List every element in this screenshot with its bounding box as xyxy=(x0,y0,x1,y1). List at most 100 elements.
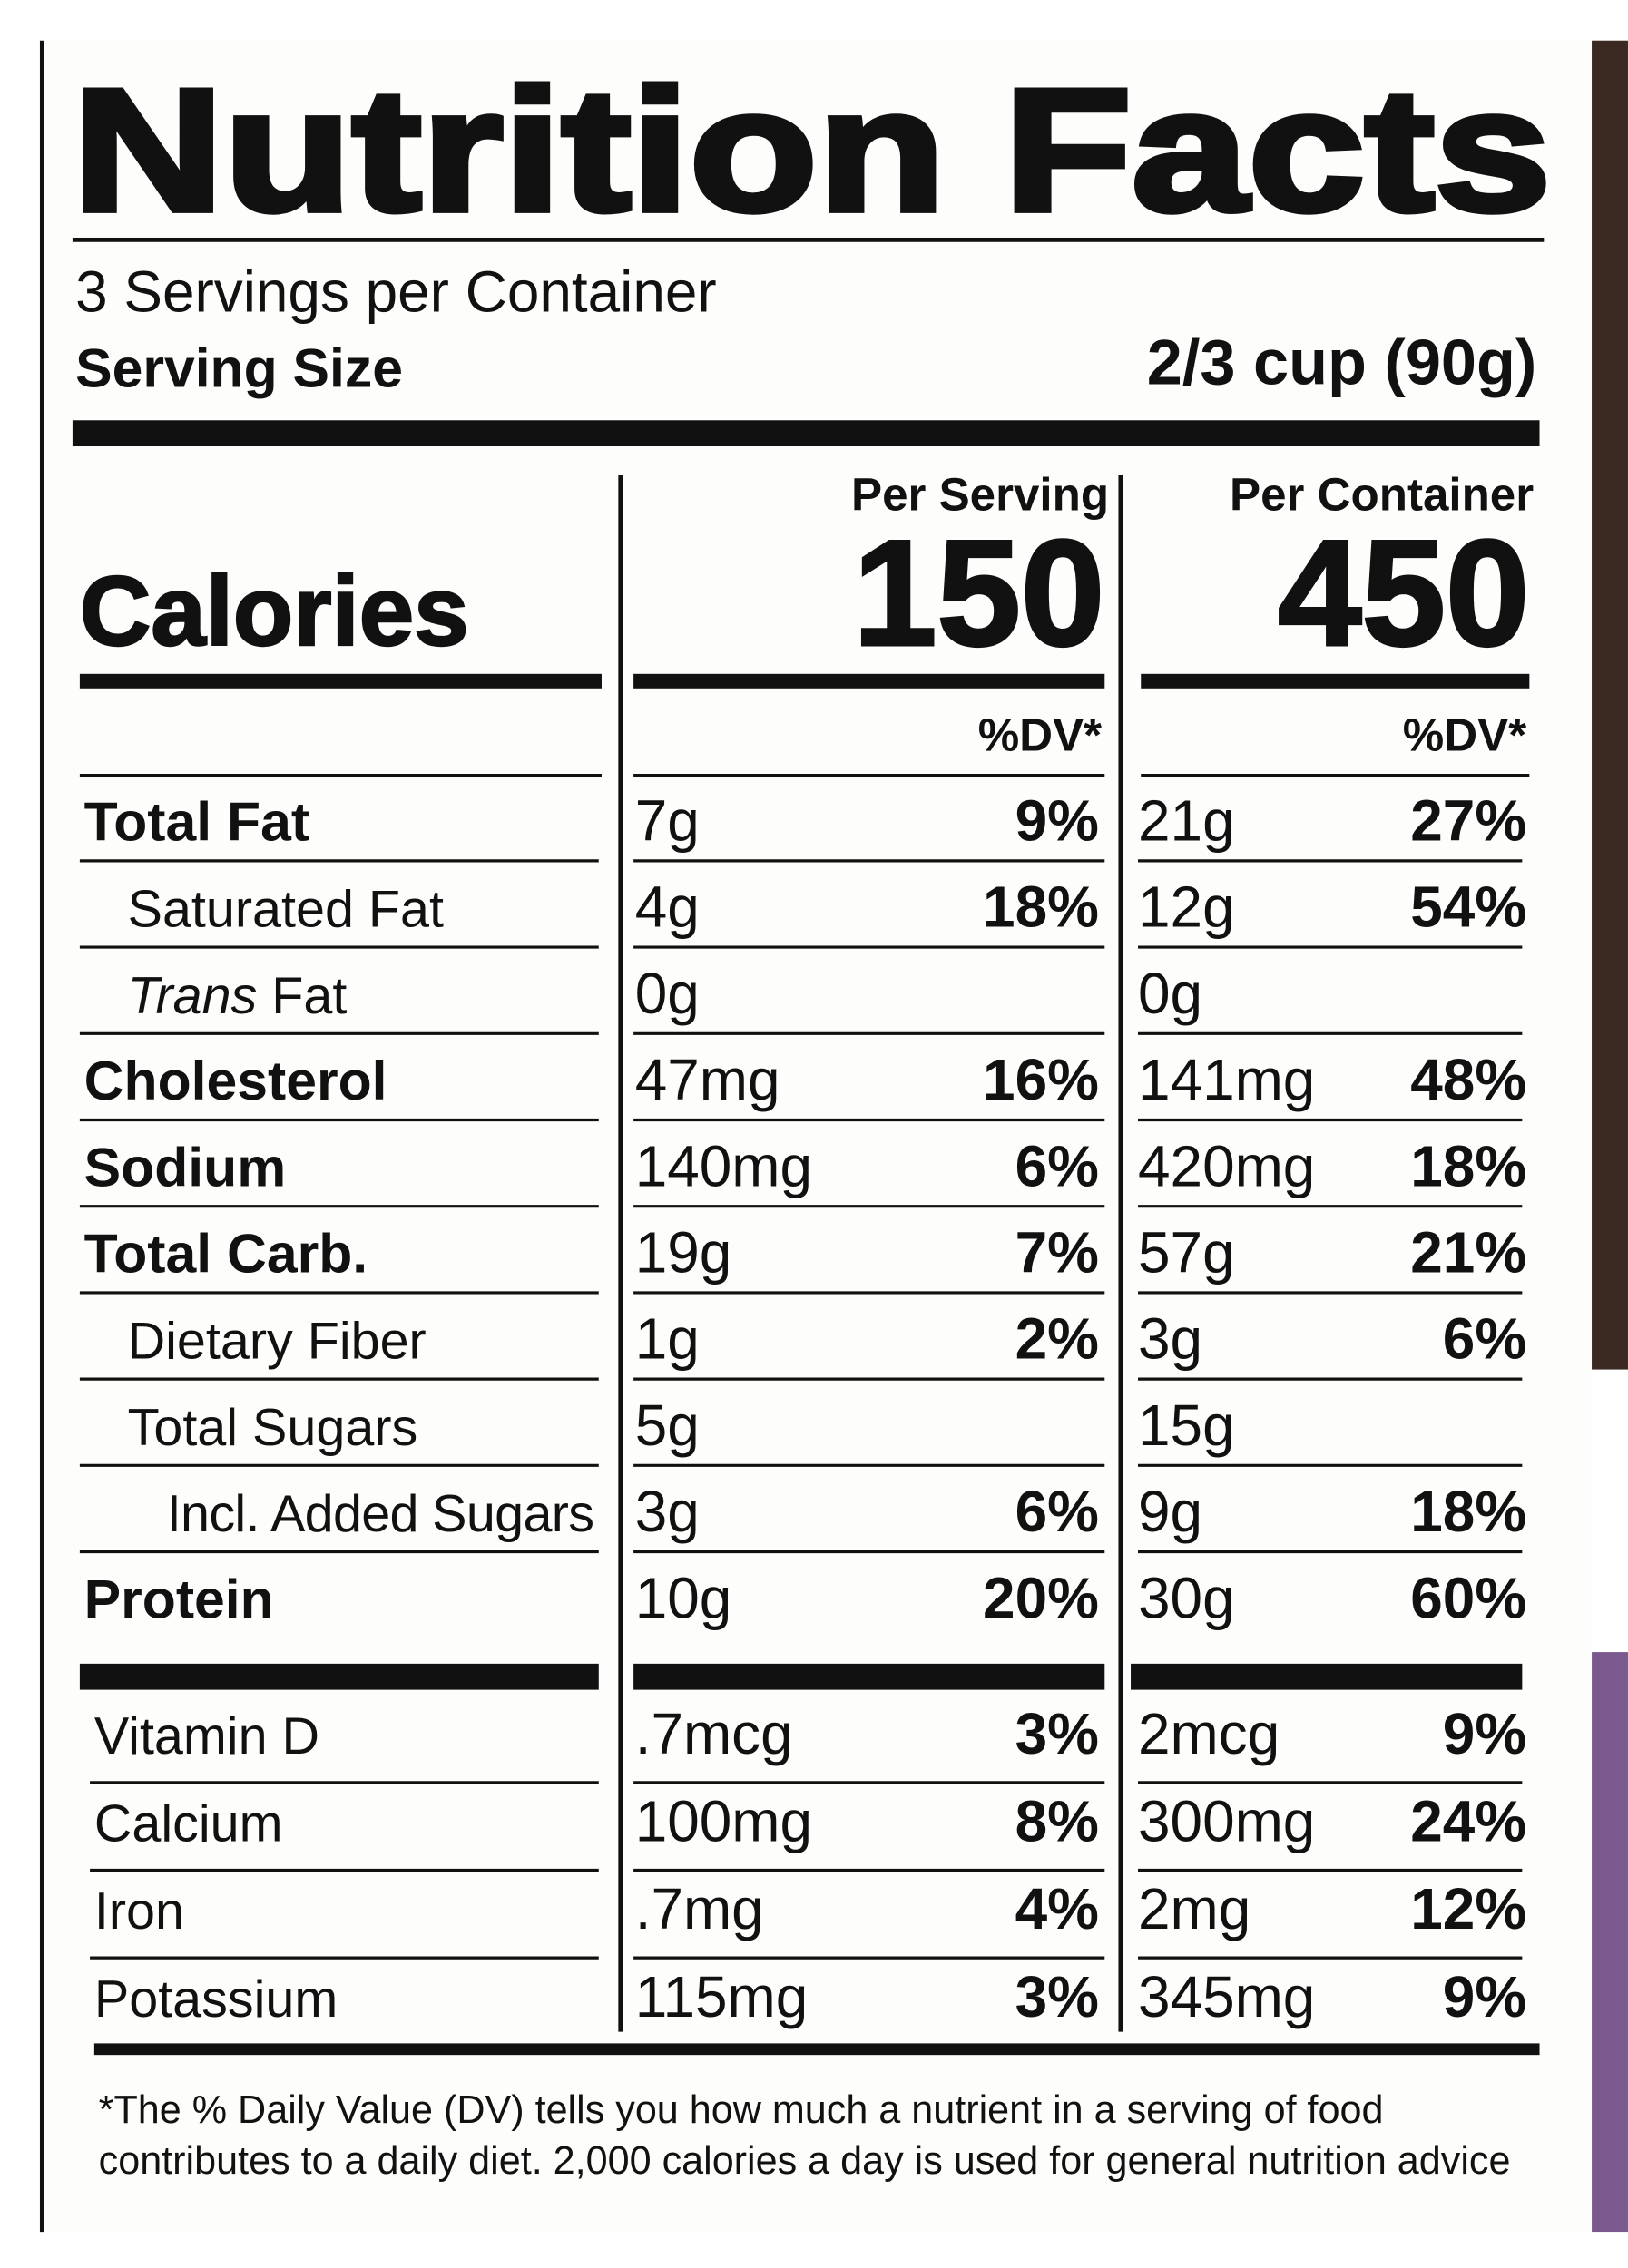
daily-value: 6% xyxy=(1443,1306,1526,1372)
nutrient-name-text: Saturated Fat xyxy=(128,881,444,939)
daily-value: 9% xyxy=(1015,788,1099,854)
daily-value: 8% xyxy=(1015,1789,1099,1854)
nutrient-name: Total Carb. xyxy=(84,1223,368,1285)
amount: 12g xyxy=(1138,875,1235,940)
daily-value: 3% xyxy=(1015,1964,1099,2029)
amount: 140mg xyxy=(635,1133,812,1198)
amount: 57g xyxy=(1138,1220,1235,1286)
amount: 100mg xyxy=(635,1789,812,1854)
amount: 0g xyxy=(1138,961,1202,1026)
nutrient-name: Sodium xyxy=(84,1136,287,1198)
vitamin-name: Potassium xyxy=(94,1970,338,2028)
amount: 4g xyxy=(635,875,700,940)
amount: 9g xyxy=(1138,1479,1202,1544)
bar xyxy=(1131,1663,1523,1690)
backdrop-purple xyxy=(1592,1652,1628,2233)
label-panel xyxy=(40,40,1593,2233)
nutrient-name-text: Protein xyxy=(84,1568,274,1629)
bar xyxy=(1141,673,1530,689)
amount: 47mg xyxy=(635,1047,780,1112)
bar xyxy=(93,2043,1540,2056)
nutrient-name: Saturated Fat xyxy=(128,881,444,939)
amount: .7mcg xyxy=(635,1701,793,1766)
amount: 19g xyxy=(635,1220,732,1286)
amount: 10g xyxy=(635,1565,732,1630)
amount: 30g xyxy=(1138,1565,1235,1630)
nutrient-name-text: Dietary Fiber xyxy=(128,1313,427,1371)
calories-label: Calories xyxy=(80,557,469,667)
daily-value: 20% xyxy=(983,1565,1099,1630)
footnote: contributes to a daily diet. 2,000 calor… xyxy=(99,2139,1511,2183)
bar xyxy=(79,1663,599,1690)
vitamin-name: Vitamin D xyxy=(94,1707,319,1765)
nutrient-name-text: Cholesterol xyxy=(84,1050,387,1111)
daily-value: 60% xyxy=(1410,1565,1526,1630)
nutrient-name: Total Fat xyxy=(84,791,309,853)
daily-value: 27% xyxy=(1410,788,1526,854)
amount: 3g xyxy=(1138,1306,1202,1372)
amount: 141mg xyxy=(1138,1047,1315,1112)
serving-size-label: Serving Size xyxy=(75,337,403,399)
amount: 2mg xyxy=(1138,1876,1250,1941)
nutrient-name: Protein xyxy=(84,1568,274,1629)
nutrient-name-text: Total Sugars xyxy=(128,1399,418,1457)
daily-value: 21% xyxy=(1410,1220,1526,1286)
amount: 420mg xyxy=(1138,1133,1315,1198)
nutrient-name: Cholesterol xyxy=(84,1050,387,1111)
dv-header: %DV* xyxy=(1403,709,1526,760)
backdrop-dark xyxy=(1592,40,1628,1370)
daily-value: 18% xyxy=(1410,1479,1526,1544)
nutrient-name-text: Sodium xyxy=(84,1136,287,1198)
daily-value: 4% xyxy=(1015,1876,1099,1941)
nutrient-name: Trans Fat xyxy=(128,967,348,1025)
daily-value: 48% xyxy=(1410,1047,1526,1112)
daily-value: 16% xyxy=(983,1047,1099,1112)
amount: 15g xyxy=(1138,1393,1235,1458)
dv-header: %DV* xyxy=(978,709,1102,760)
calories-value: 450 xyxy=(1278,510,1529,678)
amount: 345mg xyxy=(1138,1964,1315,2029)
amount: 7g xyxy=(635,788,700,854)
daily-value: 2% xyxy=(1015,1306,1099,1372)
footnote: *The % Daily Value (DV) tells you how mu… xyxy=(99,2088,1384,2132)
calories-value: 150 xyxy=(853,510,1104,678)
vitamin-name: Iron xyxy=(94,1882,184,1941)
amount: 2mcg xyxy=(1138,1701,1280,1766)
amount: 300mg xyxy=(1138,1789,1315,1854)
title: Nutrition Facts xyxy=(73,53,1551,248)
nutrient-name-text: Incl. Added Sugars xyxy=(167,1485,594,1543)
amount: 21g xyxy=(1138,788,1235,854)
daily-value: 18% xyxy=(983,875,1099,940)
daily-value: 24% xyxy=(1410,1789,1526,1854)
nutrient-name-text: Total Fat xyxy=(84,791,309,853)
amount: 3g xyxy=(635,1479,700,1544)
daily-value: 18% xyxy=(1410,1133,1526,1198)
nutrient-name: Dietary Fiber xyxy=(128,1313,427,1371)
vitamin-name: Calcium xyxy=(94,1795,283,1853)
servings: 3 Servings per Container xyxy=(75,259,717,324)
bar xyxy=(79,673,602,689)
bar xyxy=(633,1663,1105,1690)
daily-value: 9% xyxy=(1443,1964,1526,2029)
amount: 5g xyxy=(635,1393,700,1458)
thick-bar xyxy=(72,420,1540,447)
nutrient-name-text: Total Carb. xyxy=(84,1223,368,1285)
column-header: Per Container xyxy=(1230,468,1534,520)
daily-value: 7% xyxy=(1015,1220,1099,1286)
serving-size: 2/3 cup (90g) xyxy=(1147,326,1537,397)
daily-value: 12% xyxy=(1410,1876,1526,1941)
amount: 0g xyxy=(635,961,700,1026)
daily-value: 9% xyxy=(1443,1701,1526,1766)
nutrient-name-italic: Trans xyxy=(128,967,258,1025)
daily-value: 6% xyxy=(1015,1133,1099,1198)
daily-value: 6% xyxy=(1015,1479,1099,1544)
column-header: Per Serving xyxy=(851,468,1109,520)
amount: 1g xyxy=(635,1306,700,1372)
nutrient-name-text: Fat xyxy=(271,967,347,1025)
nutrient-name: Incl. Added Sugars xyxy=(167,1485,594,1543)
amount: .7mg xyxy=(635,1876,764,1941)
amount: 115mg xyxy=(635,1964,809,2029)
daily-value: 54% xyxy=(1410,875,1526,940)
